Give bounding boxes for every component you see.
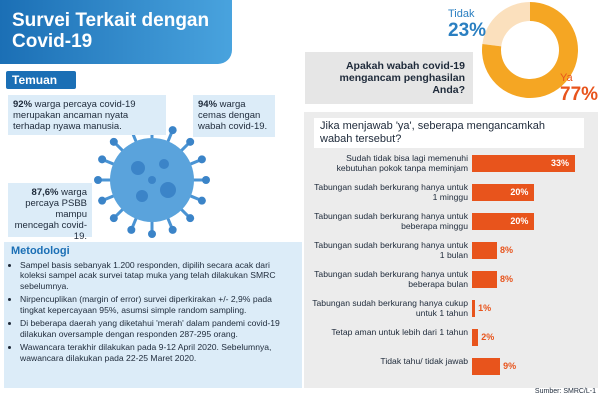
category-label: Sudah tidak bisa lagi memenuhi kebutuhan… (336, 153, 468, 173)
bar (472, 213, 535, 230)
bar (472, 300, 476, 317)
methodology-item: Nirpencuplikan (margin of error) survei … (20, 294, 295, 315)
methodology-item: Sampel basis sebanyak 1.200 responden, d… (20, 260, 295, 292)
methodology-title: Metodologi (11, 245, 70, 257)
virus-tip (98, 155, 107, 164)
virus-tip (197, 196, 206, 205)
section-label: Temuan (6, 71, 76, 89)
virus-tip (127, 225, 136, 234)
pie-label: Tidak 23% (448, 8, 486, 42)
virus-spot (159, 159, 169, 169)
finding: 94% warga cemas dengan wabah covid-19. (193, 95, 275, 137)
virus-tip (98, 196, 107, 205)
pie-label: Ya 77% (560, 72, 598, 106)
source: Sumber: SMRC/L-1 (534, 388, 596, 395)
virus-tip (109, 137, 118, 146)
category-label: Tabungan sudah berkurang hanya cukup unt… (312, 298, 468, 318)
methodology-item: Di beberapa daerah yang diketahui 'merah… (20, 318, 295, 339)
category-label: Tabungan sudah berkurang hanya untuk beb… (314, 269, 468, 289)
category-label: Tabungan sudah berkurang hanya untuk beb… (314, 211, 468, 231)
value-label: 8% (499, 274, 513, 284)
virus-tip (186, 137, 195, 146)
bar (472, 329, 479, 346)
donut-chart (482, 2, 579, 98)
virus-tip (148, 230, 156, 238)
value-label: 20% (510, 187, 529, 197)
finding: 87,6% warga percaya PSBB mampu mencegah … (8, 183, 92, 242)
methodology: Metodologi Sampel basis sebanyak 1.200 r… (4, 242, 302, 388)
category-label: Tabungan sudah berkurang hanya untuk 1 m… (314, 182, 468, 202)
value-label: 1% (478, 303, 492, 313)
value-label: 33% (551, 158, 570, 168)
pie-category: Tidak (448, 8, 475, 20)
pie-category: Ya (560, 72, 573, 84)
finding-text: warga percaya PSBB mampu mencegah covid-… (14, 187, 87, 242)
virus-tip (109, 214, 118, 223)
virus-illustration (94, 122, 210, 238)
pie-title: Apakah wabah covid-19 mengancam penghasi… (305, 52, 473, 104)
bar (472, 155, 575, 172)
value-label: 8% (499, 245, 513, 255)
bar (472, 242, 497, 259)
virus-spot (148, 176, 156, 184)
pie-slice (482, 2, 579, 98)
finding-highlight: 87,6% (31, 187, 59, 198)
pie-value-label: 77% (560, 84, 599, 105)
virus-spot (131, 161, 145, 175)
virus-tip (168, 225, 177, 234)
finding-highlight: 92% (13, 99, 33, 110)
value-label: 20% (510, 216, 529, 226)
virus-tip (168, 126, 177, 135)
virus-spot (160, 182, 176, 198)
virus-tip (197, 155, 206, 164)
pie-slice (482, 2, 530, 47)
pie-value-label: 23% (448, 20, 487, 41)
finding-highlight: 94% (198, 99, 218, 110)
virus-tip (94, 176, 102, 184)
title: Survei Terkait dengan Covid-19 (0, 0, 232, 64)
methodology-list: Sampel basis sebanyak 1.200 responden, d… (11, 260, 295, 364)
virus-tip (202, 176, 210, 184)
finding-text: warga percaya covid-19 merupakan ancaman… (13, 99, 136, 132)
bar (472, 271, 497, 288)
category-label: Tetap aman untuk lebih dari 1 tahun (331, 327, 468, 337)
finding: 92% warga percaya covid-19 merupakan anc… (8, 95, 166, 135)
category-label: Tabungan sudah berkurang hanya untuk 1 b… (314, 240, 468, 260)
finding-text: warga cemas dengan wabah covid-19. (198, 99, 268, 132)
methodology-item: Wawancara terakhir dilakukan pada 9-12 A… (20, 342, 295, 363)
bar-title: Jika menjawab 'ya', seberapa mengancamka… (314, 118, 584, 148)
value-label: 2% (481, 332, 495, 342)
bar (472, 184, 535, 201)
virus-spot (136, 190, 148, 202)
virus-tip (186, 214, 195, 223)
category-label: Tidak tahu/ tidak jawab (380, 356, 468, 366)
bar (472, 358, 501, 375)
value-label: 9% (503, 361, 517, 371)
